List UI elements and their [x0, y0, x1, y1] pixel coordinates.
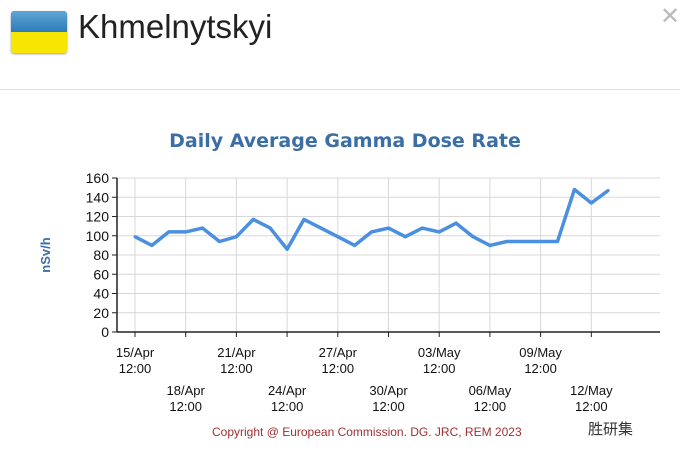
data-point [589, 201, 593, 205]
data-point [420, 226, 424, 230]
data-point [471, 235, 475, 239]
y-tick-label: 120 [86, 209, 110, 225]
x-tick-time: 12:00 [372, 399, 405, 414]
x-tick-label: 15/Apr [116, 345, 155, 360]
x-tick-label: 06/May [469, 383, 512, 398]
x-tick-label: 27/Apr [319, 345, 358, 360]
y-tick-label: 60 [93, 266, 109, 282]
x-tick-label: 30/Apr [369, 383, 408, 398]
x-tick-label: 24/Apr [268, 383, 307, 398]
x-tick-time: 12:00 [119, 361, 152, 376]
station-title: Khmelnytskyi [78, 8, 273, 45]
data-point [437, 230, 441, 234]
data-point [150, 243, 154, 247]
x-tick-time: 12:00 [524, 361, 557, 376]
data-point [218, 240, 221, 244]
data-point [454, 221, 458, 225]
x-tick-label: 12/May [570, 383, 613, 398]
data-point [387, 226, 390, 230]
x-tick-time: 12:00 [271, 399, 304, 414]
data-point [403, 235, 407, 239]
x-tick-time: 12:00 [474, 399, 507, 414]
y-tick-label: 40 [93, 286, 109, 302]
data-point [606, 189, 610, 193]
data-point [285, 247, 289, 251]
close-icon[interactable]: ✕ [660, 3, 680, 30]
x-tick-label: 21/Apr [217, 345, 256, 360]
x-tick-time: 12:00 [220, 361, 253, 376]
x-tick-label: 09/May [519, 345, 562, 360]
y-tick-label: 160 [86, 170, 110, 186]
data-point [539, 240, 543, 244]
x-tick-label: 18/Apr [167, 383, 206, 398]
data-point [234, 235, 238, 239]
ukraine-flag-icon [11, 11, 67, 53]
x-tick-time: 12:00 [169, 399, 202, 414]
y-tick-label: 140 [86, 189, 110, 205]
chart-title: Daily Average Gamma Dose Rate [169, 130, 521, 152]
x-tick-time: 12:00 [575, 399, 608, 414]
watermark: 胜研集 [588, 421, 634, 438]
data-point [488, 243, 492, 247]
y-tick-label: 100 [86, 228, 110, 244]
data-point [268, 226, 272, 230]
data-point [302, 217, 306, 221]
data-point [251, 217, 255, 221]
data-point [133, 235, 137, 239]
y-tick-label: 0 [101, 324, 109, 340]
data-point [353, 243, 357, 247]
y-axis-label: nSv/h [38, 237, 53, 272]
series-line [134, 187, 610, 251]
data-point [167, 230, 171, 234]
data-point [556, 240, 559, 244]
data-point [572, 188, 576, 192]
data-point [370, 230, 374, 234]
data-point [336, 235, 340, 239]
x-tick-time: 12:00 [423, 361, 456, 376]
data-point [319, 226, 323, 230]
data-point [505, 240, 509, 244]
y-tick-label: 80 [93, 247, 109, 263]
x-tick-label: 03/May [418, 345, 461, 360]
data-point [184, 230, 188, 234]
copyright-text: Copyright @ European Commission. DG. JRC… [212, 425, 522, 439]
divider [0, 89, 680, 90]
y-tick-label: 20 [93, 305, 109, 321]
data-point [201, 226, 205, 230]
data-point [522, 240, 526, 244]
x-tick-time: 12:00 [322, 361, 355, 376]
